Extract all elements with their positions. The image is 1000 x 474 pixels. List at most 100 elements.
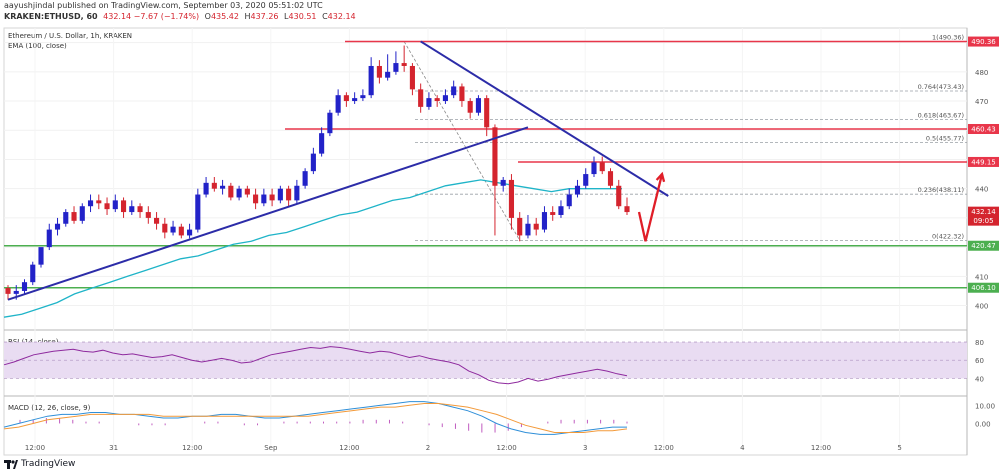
candle-body (96, 200, 102, 204)
candle-body (129, 206, 135, 213)
candle-body (607, 171, 614, 186)
ema-line (3, 179, 622, 318)
tradingview-icon (4, 459, 18, 469)
candle-body (178, 226, 184, 236)
candle-body (517, 217, 523, 236)
horizontal-levels (4, 40, 967, 289)
candle-body (30, 264, 36, 283)
candle-body (550, 212, 556, 215)
candle-body (294, 185, 300, 201)
candle-body (79, 206, 85, 221)
symbol-line: KRAKEN:ETHUSD, 60 432.14 −7.67 (−1.74%) … (4, 12, 356, 21)
candle-body (541, 212, 548, 230)
candle-body (533, 223, 539, 230)
chart-header: aayushjindal published on TradingView.co… (0, 0, 1000, 24)
candle-body (236, 188, 242, 198)
candle-body (319, 133, 325, 154)
forecast-arrow (637, 171, 666, 242)
candle-body (327, 112, 333, 134)
candle-body (38, 247, 44, 265)
candle-body (508, 179, 515, 218)
candle-body (203, 182, 209, 195)
fib-label: 1(490.36) (932, 34, 964, 42)
time-tick-label: 2 (426, 444, 430, 452)
candle-body (228, 185, 234, 198)
forecast-arrow-path (637, 173, 664, 242)
candle-body (385, 71, 391, 78)
candle-body (591, 162, 597, 175)
time-tick-label: 4 (740, 444, 745, 452)
time-tick-label: 5 (897, 444, 901, 452)
publish-line: aayushjindal published on TradingView.co… (4, 1, 323, 10)
quote: 432.14 −7.67 (−1.74%) (103, 12, 200, 21)
plot-frame (3, 27, 968, 456)
instrument-legend[interactable]: Ethereum / U.S. Dollar, 1h, KRAKEN (8, 32, 132, 40)
fib-label: 0.236(438.11) (918, 186, 964, 194)
candle-body (434, 98, 440, 102)
tradingview-logo[interactable]: TradingView (4, 459, 75, 469)
rsi-line (3, 346, 628, 385)
candle-body (376, 65, 382, 78)
high-value: 437.26 (250, 12, 279, 21)
level-tag-bg (968, 282, 999, 293)
time-tick-label: 31 (109, 444, 118, 452)
rising-trendline (7, 126, 529, 301)
candle-body (104, 203, 110, 210)
time-tick-label: Sep (264, 444, 278, 452)
low-value: 430.51 (288, 12, 317, 21)
candle-body (583, 174, 589, 186)
last-price-tag-label: 432.14 (971, 208, 996, 216)
macd-line (3, 401, 627, 435)
open-value: 435.42 (210, 12, 239, 21)
macd-pane (3, 401, 628, 435)
time-tick-label: 3 (583, 444, 587, 452)
candle-body (401, 63, 407, 66)
candle-body (500, 179, 506, 186)
price-tick-label: 470 (975, 98, 988, 106)
candle-body (352, 98, 358, 102)
candle-body (343, 95, 349, 102)
candle-body (253, 194, 259, 204)
candle-body (220, 185, 226, 189)
rsi-legend[interactable]: RSI (14, close) (8, 338, 59, 346)
time-tick-label: 12:00 (654, 444, 674, 452)
candle-body (154, 217, 160, 224)
candle-body (574, 185, 581, 195)
candle-body (393, 63, 399, 72)
candle-body (162, 223, 168, 233)
ema-legend[interactable]: EMA (100, close) (8, 42, 67, 50)
level-tag-bg (968, 123, 999, 134)
candle-body (368, 65, 374, 96)
level-tag-label: 420.47 (971, 242, 996, 250)
macd-legend[interactable]: MACD (12, 26, close, 9) (8, 404, 91, 412)
candle-body (137, 206, 143, 213)
candle-body (484, 98, 490, 128)
candle-body (459, 86, 465, 102)
candle-body (63, 212, 69, 224)
candle-body (145, 212, 151, 218)
candle-body (5, 288, 11, 294)
candle-body (261, 194, 267, 204)
candle-body (525, 223, 531, 236)
candle-body (112, 200, 118, 210)
candle-body (599, 162, 605, 172)
symbol: KRAKEN:ETHUSD, 60 (4, 12, 98, 21)
candles (5, 45, 630, 300)
candle-body (442, 95, 448, 102)
candle-body (310, 153, 316, 172)
fib-levels: 1(490.36) 0.764(473.43) 0.618(463.67) 0.5(4… (403, 34, 967, 241)
ema-series (3, 179, 622, 318)
candle-body (170, 226, 176, 233)
fib-label: 0.618(463.67) (918, 112, 964, 120)
time-tick-label: 12:00 (25, 444, 45, 452)
price-tick-label: 480 (975, 69, 988, 77)
level-tag-label: 490.36 (971, 38, 996, 46)
candle-body (624, 206, 630, 213)
candle-body (244, 188, 250, 195)
candle-body (120, 200, 127, 213)
rsi-pane (3, 341, 967, 385)
fib-label: 0(422.32) (932, 232, 964, 240)
fib-label: 0.764(473.43) (918, 83, 964, 91)
level-tag-bg (968, 240, 999, 251)
